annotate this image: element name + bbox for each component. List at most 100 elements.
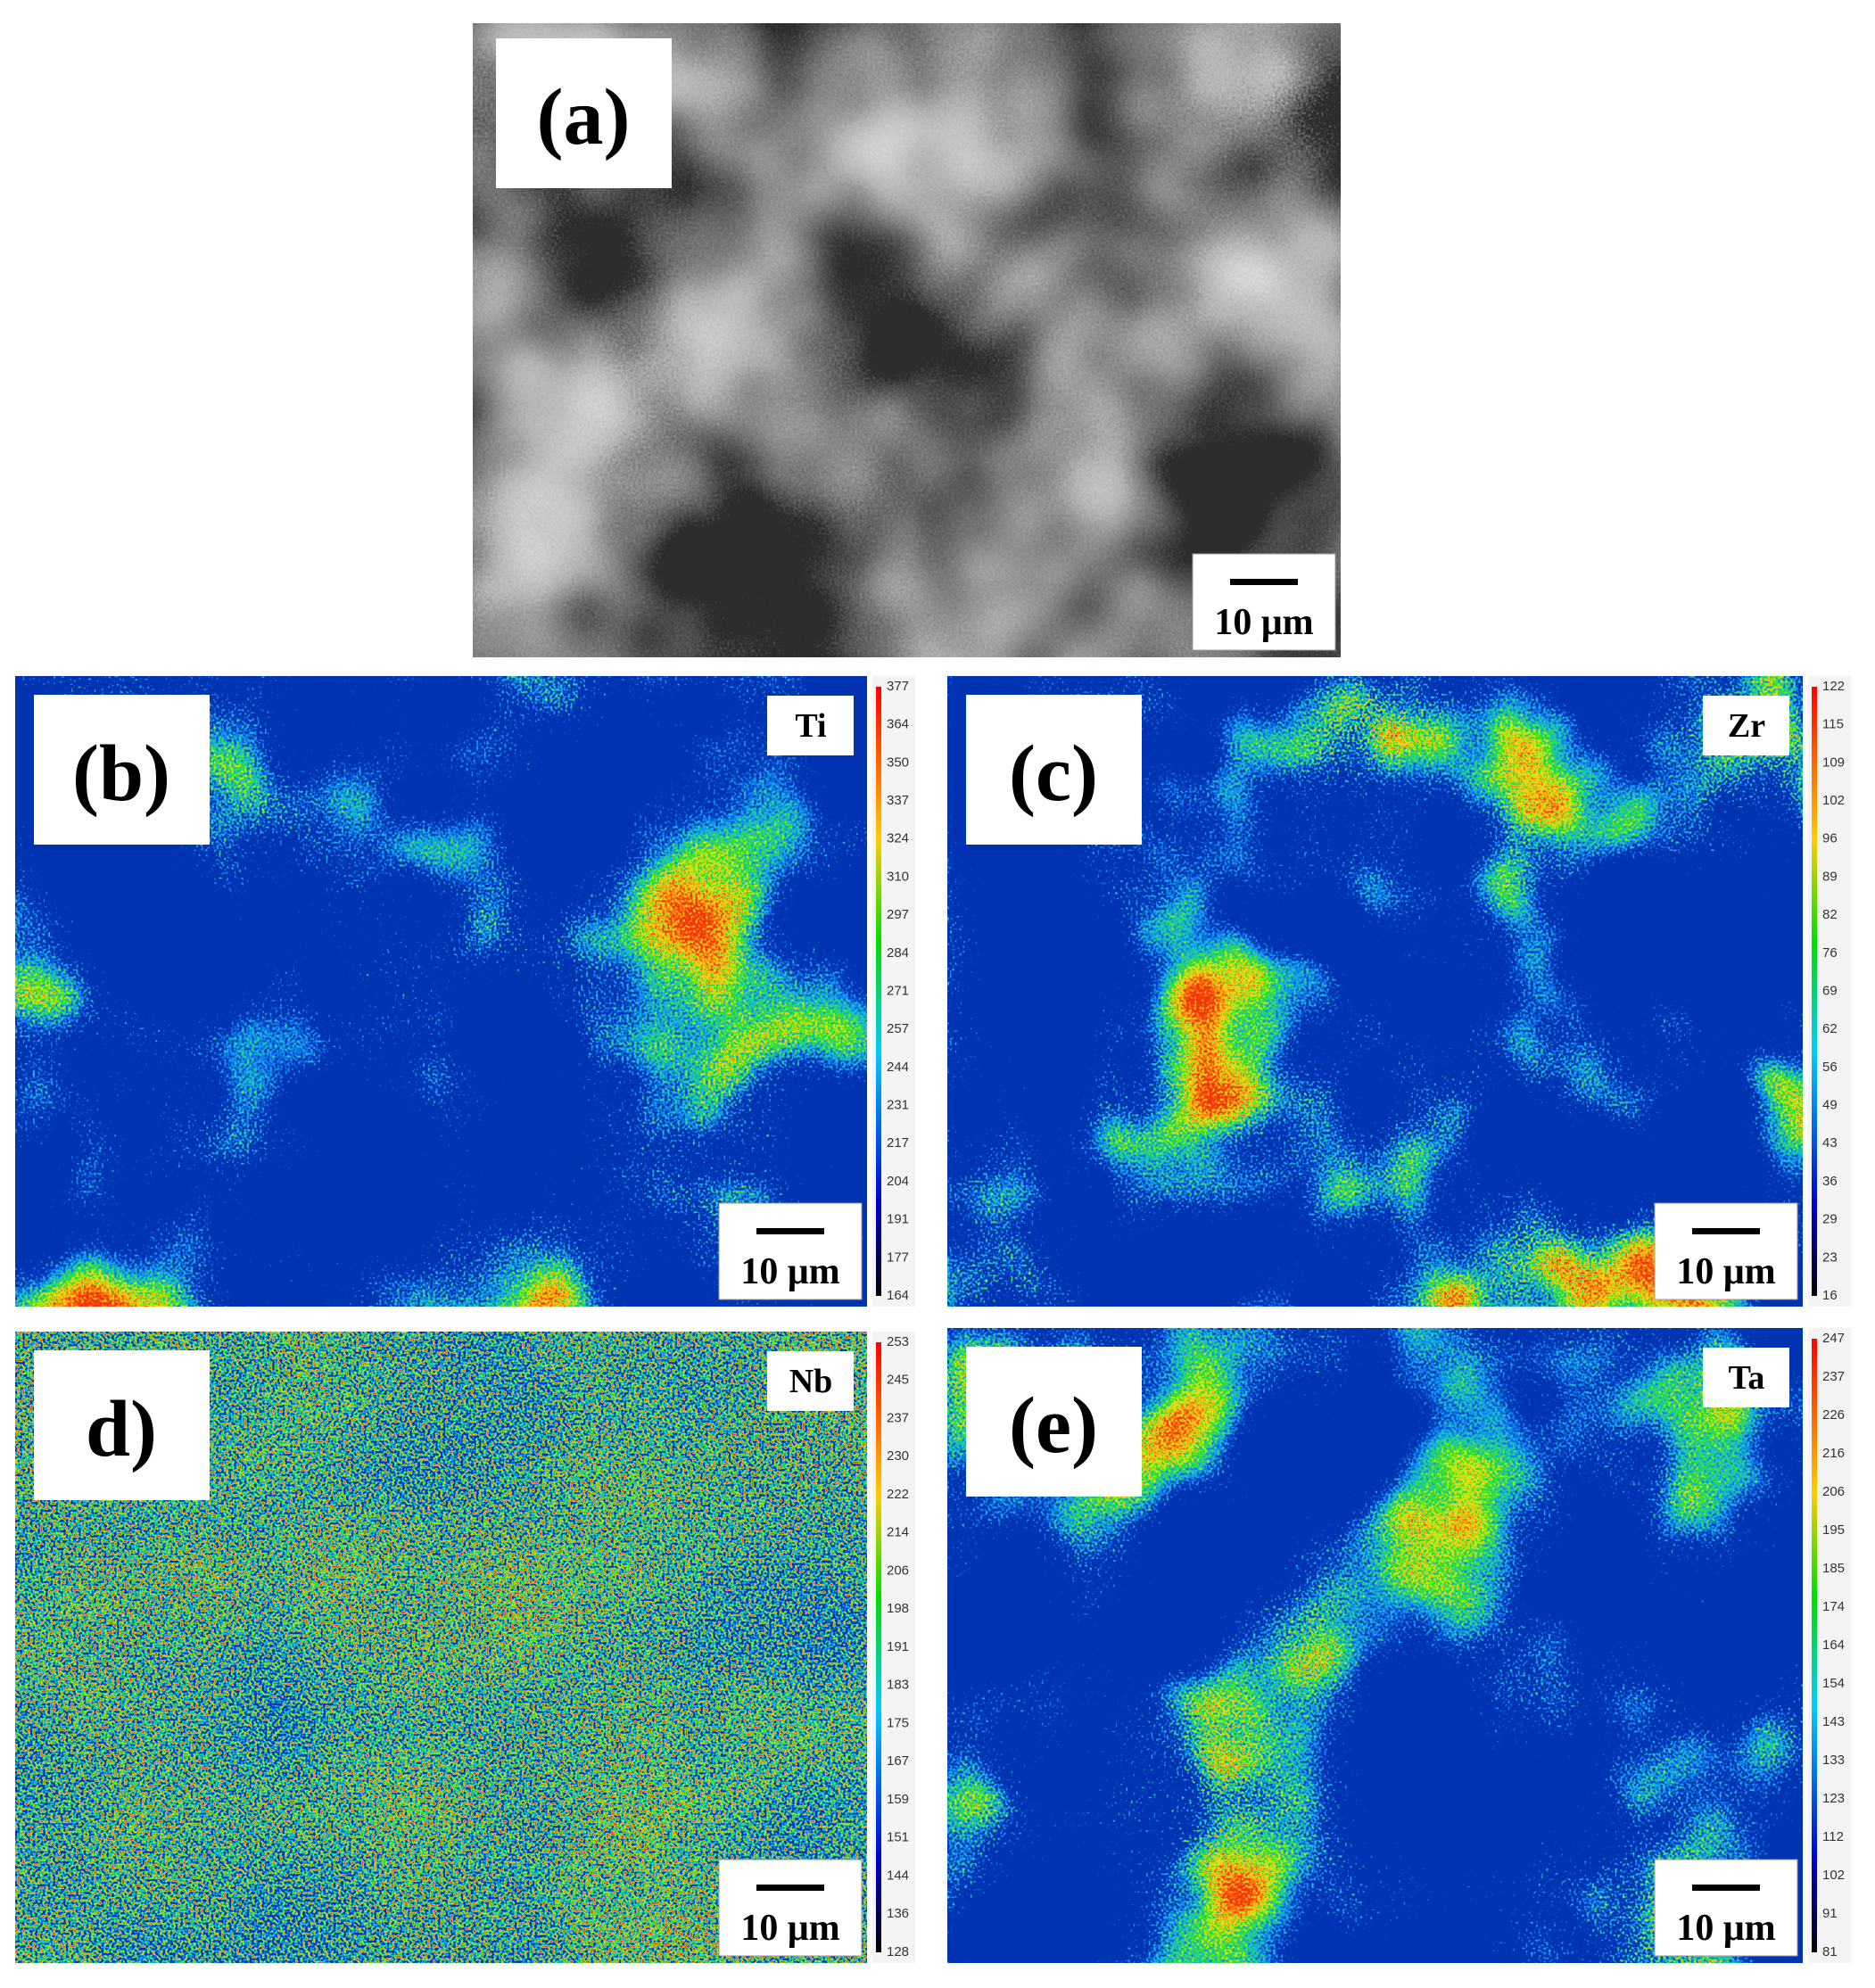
panel: (a) 10 μm bbox=[473, 23, 1341, 657]
panel-label: (b) bbox=[72, 730, 170, 818]
colorbar-tick: 253 bbox=[887, 1334, 909, 1349]
colorbar-tick: 337 bbox=[887, 793, 909, 808]
panel-label: (a) bbox=[537, 73, 631, 161]
panel-label: d) bbox=[86, 1385, 157, 1473]
scale-box bbox=[1654, 1859, 1798, 1957]
colorbar-tick: 183 bbox=[887, 1678, 909, 1693]
scale-bar bbox=[1230, 579, 1298, 585]
colorbar-tick: 109 bbox=[1822, 755, 1845, 770]
colorbar-tick: 206 bbox=[887, 1563, 909, 1578]
scale-bar bbox=[1692, 1885, 1760, 1891]
colorbar-gradient bbox=[1812, 1339, 1817, 1952]
element-label: Ti bbox=[795, 707, 826, 745]
colorbar-tick: 128 bbox=[887, 1944, 909, 1959]
element-label: Nb bbox=[789, 1363, 833, 1400]
scale-label: 10 μm bbox=[1676, 1251, 1775, 1292]
colorbar-gradient bbox=[1812, 687, 1817, 1296]
element-box bbox=[767, 1351, 854, 1411]
colorbar-tick: 154 bbox=[1822, 1676, 1845, 1691]
colorbar-tick: 195 bbox=[1822, 1522, 1845, 1538]
colorbar-tick: 81 bbox=[1822, 1944, 1838, 1959]
colorbar-tick: 204 bbox=[887, 1174, 909, 1189]
colorbar-tick: 123 bbox=[1822, 1791, 1845, 1806]
colorbar-tick: 297 bbox=[887, 907, 909, 922]
colorbar-tick: 144 bbox=[887, 1868, 909, 1883]
colorbar-tick: 23 bbox=[1822, 1250, 1838, 1265]
colorbar-gradient bbox=[876, 1342, 881, 1952]
panel-label: (c) bbox=[1009, 730, 1098, 818]
element-label: Ta bbox=[1729, 1359, 1765, 1397]
colorbar-tick: 377 bbox=[887, 679, 909, 694]
colorbar-tick: 174 bbox=[1822, 1599, 1845, 1614]
scale-label: 10 μm bbox=[1214, 602, 1313, 643]
scale-bar bbox=[756, 1228, 824, 1234]
label-box bbox=[966, 695, 1142, 845]
panel: (c) 10 μm Zr 122 115 109 102 96 89 82 76 69 62 56 49 43… bbox=[947, 676, 1851, 1307]
scale-bar bbox=[756, 1885, 824, 1891]
colorbar-gradient bbox=[876, 687, 881, 1296]
colorbar-tick: 69 bbox=[1822, 983, 1838, 998]
colorbar-tick: 226 bbox=[1822, 1407, 1845, 1423]
colorbar-tick: 271 bbox=[887, 983, 909, 998]
colorbar-tick: 206 bbox=[1822, 1484, 1845, 1499]
colorbar-tick: 151 bbox=[887, 1830, 909, 1845]
colorbar-tick: 16 bbox=[1822, 1288, 1838, 1303]
scale-label: 10 μm bbox=[740, 1908, 839, 1949]
colorbar-tick: 284 bbox=[887, 945, 909, 961]
colorbar-tick: 244 bbox=[887, 1060, 909, 1075]
colorbar-tick: 247 bbox=[1822, 1331, 1845, 1346]
colorbar-tick: 82 bbox=[1822, 907, 1838, 922]
scale-box bbox=[718, 1859, 863, 1957]
colorbar-tick: 62 bbox=[1822, 1021, 1838, 1036]
colorbar-tick: 216 bbox=[1822, 1446, 1845, 1461]
colorbar-tick: 191 bbox=[887, 1639, 909, 1654]
label-box bbox=[496, 38, 672, 188]
panel-label: (e) bbox=[1009, 1382, 1098, 1470]
label-box bbox=[34, 695, 210, 845]
colorbar-tick: 167 bbox=[887, 1753, 909, 1769]
colorbar-tick: 102 bbox=[1822, 1868, 1845, 1883]
colorbar-tick: 43 bbox=[1822, 1135, 1838, 1151]
colorbar-tick: 185 bbox=[1822, 1561, 1845, 1576]
scale-bar bbox=[1692, 1228, 1760, 1234]
colorbar-tick: 217 bbox=[887, 1135, 909, 1151]
scale-box bbox=[1654, 1202, 1798, 1300]
colorbar-tick: 350 bbox=[887, 755, 909, 770]
colorbar-tick: 245 bbox=[887, 1373, 909, 1388]
colorbar-tick: 364 bbox=[887, 717, 909, 732]
element-box bbox=[767, 696, 854, 755]
scale-box bbox=[1192, 553, 1336, 651]
element-label: Zr bbox=[1728, 707, 1765, 745]
colorbar-tick: 177 bbox=[887, 1250, 909, 1265]
colorbar-tick: 136 bbox=[887, 1906, 909, 1921]
colorbar-tick: 49 bbox=[1822, 1098, 1838, 1113]
colorbar-tick: 237 bbox=[1822, 1369, 1845, 1384]
colorbar-tick: 122 bbox=[1822, 679, 1845, 694]
colorbar-tick: 164 bbox=[887, 1288, 909, 1303]
panel: (e) 10 μm Ta 247 237 226 216 206 195 185 174 164 154… bbox=[947, 1328, 1851, 1963]
label-box bbox=[966, 1347, 1142, 1497]
colorbar-tick: 36 bbox=[1822, 1174, 1838, 1189]
colorbar-tick: 102 bbox=[1822, 793, 1845, 808]
colorbar: 253 245 237 230 222 214 206 198 191 183 175 167 159 1… bbox=[872, 1332, 915, 1963]
colorbar-tick: 175 bbox=[887, 1715, 909, 1730]
colorbar-tick: 257 bbox=[887, 1021, 909, 1036]
colorbar: 247 237 226 216 206 195 185 174 164 154 143 133 123 1… bbox=[1808, 1328, 1851, 1963]
colorbar: 377 364 350 337 324 310 297 284 271 257 244 231 217 2… bbox=[872, 676, 915, 1307]
scale-box bbox=[718, 1202, 863, 1300]
panel: (b) 10 μm Ti 377 364 350 337 324 310 297 284 271 257… bbox=[15, 676, 915, 1307]
colorbar: 122 115 109 102 96 89 82 76 69 62 56 49 43 36 29 23 16 bbox=[1808, 676, 1851, 1307]
colorbar-tick: 56 bbox=[1822, 1060, 1838, 1075]
colorbar-tick: 231 bbox=[887, 1098, 909, 1113]
scale-label: 10 μm bbox=[1676, 1908, 1775, 1949]
colorbar-tick: 115 bbox=[1822, 717, 1844, 732]
colorbar-tick: 214 bbox=[887, 1525, 909, 1540]
colorbar-tick: 310 bbox=[887, 869, 909, 884]
colorbar-tick: 191 bbox=[887, 1212, 909, 1227]
colorbar-tick: 237 bbox=[887, 1410, 909, 1425]
element-box bbox=[1703, 696, 1789, 755]
colorbar-tick: 222 bbox=[887, 1487, 909, 1502]
colorbar-tick: 198 bbox=[887, 1601, 909, 1616]
